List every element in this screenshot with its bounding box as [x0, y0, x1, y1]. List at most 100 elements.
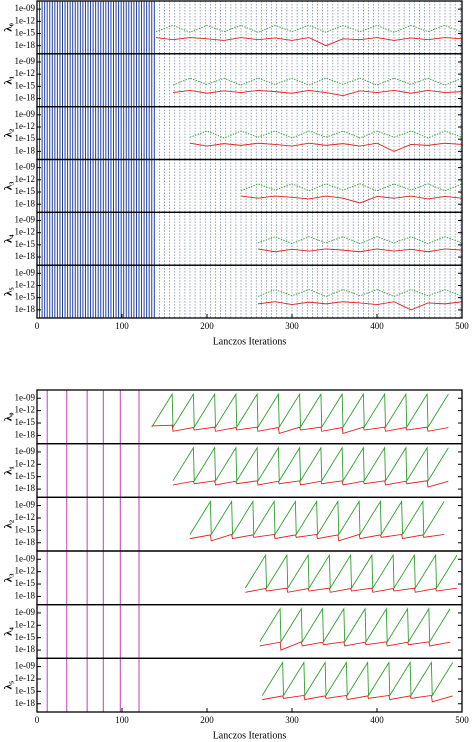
y-tick-label: 1e-12 [15, 673, 36, 683]
y-tick-label: 1e-12 [15, 566, 36, 576]
y-tick-label: 1e-12 [15, 512, 36, 522]
y-tick-label: 1e-15 [15, 524, 36, 534]
y-tick-label: 1e-18 [15, 93, 36, 103]
y-tick-label: 1e-12 [15, 458, 36, 468]
panel [37, 212, 462, 266]
y-tick-label: 1e-15 [15, 578, 36, 588]
series-line [259, 607, 451, 644]
panel-frame [36, 496, 463, 552]
y-tick-label: 1e-12 [15, 121, 36, 131]
series-line [189, 130, 462, 139]
y-tick-label: 1e-12 [15, 619, 36, 629]
y-tick-label: 1e-09 [15, 607, 36, 617]
panel [46, 604, 451, 659]
y-tick-label: 1e-18 [15, 40, 36, 50]
y-tick-label: 1e-09 [15, 3, 36, 13]
series-line [172, 89, 462, 97]
y-tick-label: 1e-18 [15, 537, 36, 547]
y-tick-label: 1e-15 [15, 239, 36, 249]
y-tick-label: 1e-09 [15, 446, 36, 456]
y-tick-label: 1e-15 [15, 133, 36, 143]
panel-frame [36, 264, 463, 319]
y-tick-label: 1e-12 [15, 174, 36, 184]
y-axis-label: λ₂ [3, 128, 15, 137]
panel-frame [36, 443, 463, 498]
y-tick-label: 1e-18 [15, 304, 36, 314]
y-tick-label: 1e-12 [15, 15, 36, 25]
y-tick-label: 1e-09 [15, 500, 36, 510]
panel-frame [36, 657, 463, 713]
x-tick-label: 400 [370, 321, 384, 331]
x-tick-label: 0 [35, 321, 40, 331]
y-axis-label: λ₃ [3, 573, 15, 582]
panel-frame [36, 604, 463, 659]
series-line [240, 183, 462, 192]
y-tick-label: 1e-15 [15, 292, 36, 302]
series-line [257, 289, 462, 297]
x-tick-label: 300 [285, 321, 299, 331]
x-tick-label: 200 [200, 321, 214, 331]
y-tick-label: 1e-18 [15, 590, 36, 600]
y-tick-label: 1e-09 [15, 392, 36, 402]
x-axis-label: Lanczos Iterations [213, 730, 287, 741]
series-line [240, 195, 462, 204]
series-line [245, 587, 457, 593]
panel [37, 1, 462, 54]
y-tick-label: 1e-18 [15, 251, 36, 261]
y-axis-label: λ₁ [3, 76, 15, 85]
series-line [189, 142, 462, 152]
panel [37, 159, 462, 213]
y-axis-label: λ₄ [3, 234, 15, 243]
series-line [244, 553, 458, 590]
series-line [189, 533, 445, 542]
y-tick-label: 1e-12 [15, 405, 36, 415]
x-tick-label: 500 [455, 321, 469, 331]
x-tick-label: 0 [35, 715, 40, 725]
y-tick-label: 1e-15 [15, 471, 36, 481]
series-line [189, 499, 445, 537]
y-axis-label: λ₂ [3, 519, 15, 528]
panel [46, 497, 445, 551]
x-tick-label: 200 [200, 715, 214, 725]
panel [46, 443, 449, 498]
series-line [259, 641, 451, 651]
series-line [257, 301, 462, 311]
y-axis-label: λ₀ [3, 412, 15, 421]
x-tick-label: 500 [455, 715, 469, 725]
series-line [257, 248, 462, 253]
y-tick-label: 1e-09 [15, 162, 36, 172]
series-line [257, 236, 462, 245]
y-tick-label: 1e-18 [15, 483, 36, 493]
panel [46, 390, 449, 444]
panel [37, 53, 462, 107]
panel-frame [36, 389, 463, 445]
y-axis-label: λ₃ [3, 181, 15, 190]
y-axis-label: λ₀ [3, 22, 15, 31]
series-line [172, 480, 449, 488]
y-tick-label: 1e-15 [15, 28, 36, 38]
x-tick-label: 300 [285, 715, 299, 725]
y-axis-label: λ₅ [3, 680, 15, 689]
series-line [262, 694, 453, 703]
panel [37, 106, 462, 160]
x-tick-label: 100 [115, 321, 129, 331]
panel-frame [36, 550, 463, 606]
y-tick-label: 1e-09 [15, 56, 36, 66]
series-line [155, 37, 462, 47]
x-tick-label: 100 [115, 715, 129, 725]
y-tick-label: 1e-18 [15, 145, 36, 155]
y-tick-label: 1e-15 [15, 632, 36, 642]
y-tick-label: 1e-09 [15, 267, 36, 277]
y-tick-label: 1e-09 [15, 215, 36, 225]
y-axis-label: λ₁ [3, 466, 15, 475]
series-line [172, 77, 462, 86]
y-tick-label: 1e-09 [15, 109, 36, 119]
y-tick-label: 1e-15 [15, 417, 36, 427]
y-tick-label: 1e-09 [15, 553, 36, 563]
panel [46, 658, 454, 712]
series-line [172, 446, 449, 483]
y-tick-label: 1e-12 [15, 227, 36, 237]
y-tick-label: 1e-15 [15, 685, 36, 695]
series-line [151, 392, 449, 429]
